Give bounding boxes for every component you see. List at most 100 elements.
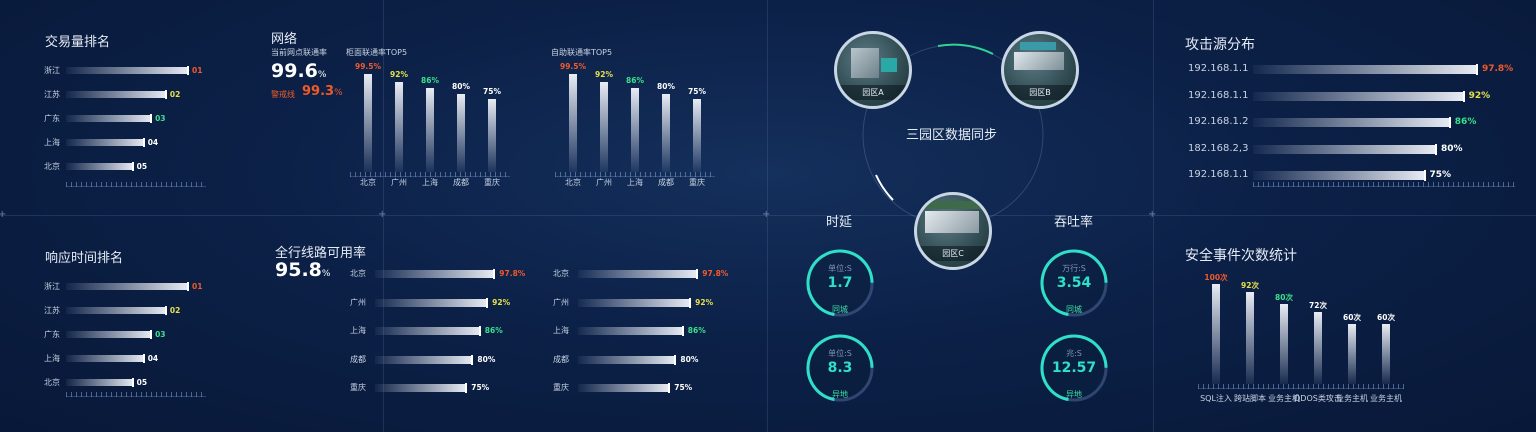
response-rank-axis [66, 392, 206, 397]
bar [364, 74, 372, 172]
availability-value: 95.8% [275, 259, 331, 281]
bar [1253, 91, 1465, 101]
network-current-value: 99.6% [271, 60, 327, 82]
bar [1246, 292, 1254, 384]
bar-category-label: 北京 [565, 178, 581, 187]
site-c-tree-icon [921, 201, 981, 209]
bar [1253, 65, 1478, 74]
response-rank-title: 响应时间排名 [45, 251, 124, 266]
bar [375, 327, 481, 335]
bar [569, 74, 577, 172]
bar-category-label: 重庆 [350, 383, 366, 392]
gauge-ring [806, 249, 874, 317]
gauge-unit: 兆:S [1066, 349, 1082, 358]
bar-value-label: 99.5% [559, 62, 587, 72]
bar-value-label: 60次 [1343, 313, 1361, 322]
site-a-pool-icon [881, 58, 897, 72]
bar-value-label: 80% [477, 354, 496, 364]
bar-category-label: 广州 [391, 178, 407, 187]
site-b[interactable]: 园区B [1001, 31, 1079, 109]
bar-category-label: 成都 [553, 354, 569, 364]
bar-value-label: 92% [492, 297, 511, 307]
bar-value-label: 86% [1454, 117, 1477, 127]
bar [662, 93, 670, 172]
bar-value-label: 100次 [1204, 273, 1228, 282]
site-a-building-icon [851, 48, 879, 78]
rank-value: 02 [169, 90, 181, 99]
bar-value-label: 75% [483, 86, 501, 96]
site-a[interactable]: 园区A [834, 31, 912, 109]
bar [693, 98, 701, 172]
rank-label: 上海 [44, 354, 60, 363]
site-c[interactable]: 园区C [914, 192, 992, 270]
bar-value-label: 75% [688, 86, 706, 96]
bar-value-label: 80% [657, 81, 675, 91]
bar-category-label: 广州 [350, 297, 366, 307]
bar-category-label: 192.168.1.1 [1188, 63, 1249, 74]
bar-cap [668, 383, 671, 393]
rank-bar [66, 283, 189, 290]
counter-chart-title: 柜面联通率TOP5 [346, 48, 408, 57]
bar-category-label: 192.168.1.1 [1188, 169, 1249, 180]
rank-bar [66, 355, 145, 362]
bar-category-label: 上海 [422, 178, 438, 187]
bar-category-label: 广州 [596, 178, 612, 187]
attack-source-title: 攻击源分布 [1185, 37, 1255, 53]
bar-category-label: 192.168.1.2 [1188, 116, 1249, 127]
bar-value-label: 86% [626, 75, 644, 85]
rank-value: 02 [169, 306, 181, 315]
bar [1253, 144, 1437, 154]
bar [375, 355, 474, 364]
rank-bar-cap [142, 354, 145, 363]
bar-category-label: SQL注入 [1200, 394, 1232, 403]
gauge-value: 3.54 [1056, 275, 1092, 291]
gauge-unit: 万行:S [1062, 264, 1086, 273]
gauge-fill-arc [806, 249, 874, 317]
self-chart-title: 自助联通率TOP5 [551, 48, 613, 57]
bar-value-label: 97.8% [1481, 64, 1514, 74]
gauge-value: 8.3 [827, 360, 853, 376]
throughput-title: 吞吐率 [1054, 215, 1094, 230]
rank-label: 浙江 [44, 66, 60, 75]
rank-bar [66, 331, 153, 338]
gauge-ring [1040, 249, 1108, 317]
cross-mark-3: + [1148, 209, 1157, 220]
bar-category-label: 上海 [350, 326, 366, 335]
bar-category-label: 北京 [553, 269, 569, 278]
gauge-fill-arc [1040, 334, 1108, 402]
rank-bar [66, 307, 167, 314]
gauge-unit: 单位:S [828, 349, 852, 358]
bar-category-label: 业务主机 [1370, 394, 1402, 403]
bar-value-label: 86% [687, 326, 706, 335]
bar-cap [1435, 143, 1437, 155]
divider-v-3 [1153, 0, 1154, 432]
bar-axis [1198, 384, 1404, 389]
rank-value: 04 [147, 138, 159, 147]
bar-value-label: 97.8% [499, 269, 526, 278]
bar [631, 87, 639, 172]
bar-cap [1423, 170, 1426, 181]
bar-value-label: 92% [595, 69, 613, 79]
gauge-label: 同城 [1066, 305, 1082, 314]
bar-value-label: 75% [674, 383, 693, 392]
bar [1280, 304, 1288, 384]
rank-bar [66, 91, 167, 98]
rank-label: 北京 [44, 162, 60, 171]
gauge-fill-arc [1040, 249, 1108, 317]
bar [375, 384, 468, 392]
bar [1382, 324, 1390, 384]
bar-category-label: 成都 [658, 178, 674, 187]
rank-bar-cap [164, 306, 167, 315]
bar [578, 384, 671, 392]
bar-category-label: 192.168.1.1 [1188, 89, 1249, 101]
bar [578, 270, 699, 278]
bar-cap [486, 297, 489, 308]
bar [1314, 312, 1322, 384]
bar-value-label: 60次 [1377, 313, 1395, 322]
bar-value-label: 92% [1468, 90, 1491, 101]
site-c-label: 园区C [917, 246, 989, 261]
gauge-value: 12.57 [1051, 360, 1097, 376]
rank-label: 江苏 [44, 90, 60, 99]
rank-label: 上海 [44, 138, 60, 147]
